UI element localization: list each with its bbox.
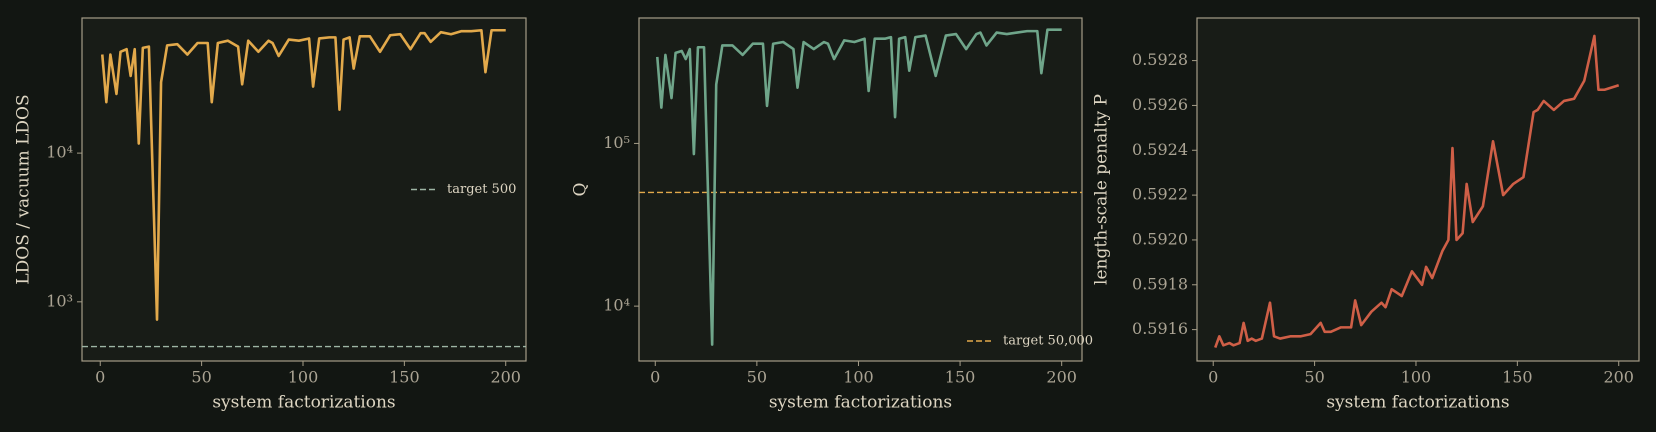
y-tick-label: 0.5918 bbox=[1132, 274, 1188, 293]
x-tick-label: 0 bbox=[95, 368, 105, 387]
x-tick-label: 0 bbox=[650, 368, 660, 387]
x-tick-label: 200 bbox=[1046, 368, 1077, 387]
x-axis-label: system factorizations bbox=[1326, 393, 1509, 413]
y-tick-label: 0.5926 bbox=[1132, 95, 1188, 114]
x-tick-label: 150 bbox=[945, 368, 976, 387]
x-axis-label: system factorizations bbox=[212, 393, 395, 413]
y-tick-label: 0.5928 bbox=[1132, 50, 1188, 69]
y-tick-label: 0.5920 bbox=[1132, 229, 1188, 248]
legend-label: target 500 bbox=[447, 182, 516, 197]
y-axis-label: Q bbox=[571, 183, 591, 197]
y-tick-label: 10⁴ bbox=[603, 296, 630, 315]
data-line bbox=[1214, 34, 1620, 348]
y-tick-label: 0.5916 bbox=[1132, 319, 1188, 338]
x-tick-label: 100 bbox=[288, 368, 319, 387]
y-tick-label: 0.5924 bbox=[1132, 140, 1188, 159]
y-axis-label: length-scale penalty P bbox=[1092, 94, 1112, 285]
legend-label: target 50,000 bbox=[1003, 334, 1093, 349]
x-tick-label: 200 bbox=[490, 368, 521, 387]
y-tick-label: 10⁴ bbox=[46, 143, 73, 162]
data-line bbox=[100, 28, 506, 321]
x-tick-label: 150 bbox=[389, 368, 420, 387]
y-tick-label: 0.5922 bbox=[1132, 185, 1188, 204]
x-tick-label: 50 bbox=[191, 368, 211, 387]
plot-area bbox=[1196, 17, 1640, 362]
x-tick-label: 50 bbox=[747, 368, 767, 387]
x-axis-label: system factorizations bbox=[769, 393, 952, 413]
y-tick-label: 10⁵ bbox=[603, 133, 630, 152]
y-axis-label: LDOS / vacuum LDOS bbox=[14, 94, 34, 284]
x-tick-label: 200 bbox=[1603, 368, 1634, 387]
x-tick-label: 100 bbox=[1401, 368, 1432, 387]
x-tick-label: 50 bbox=[1304, 368, 1324, 387]
x-tick-label: 150 bbox=[1502, 368, 1533, 387]
y-tick-label: 10³ bbox=[46, 291, 73, 310]
x-tick-label: 100 bbox=[843, 368, 874, 387]
x-tick-label: 0 bbox=[1208, 368, 1218, 387]
data-line bbox=[655, 28, 1062, 346]
